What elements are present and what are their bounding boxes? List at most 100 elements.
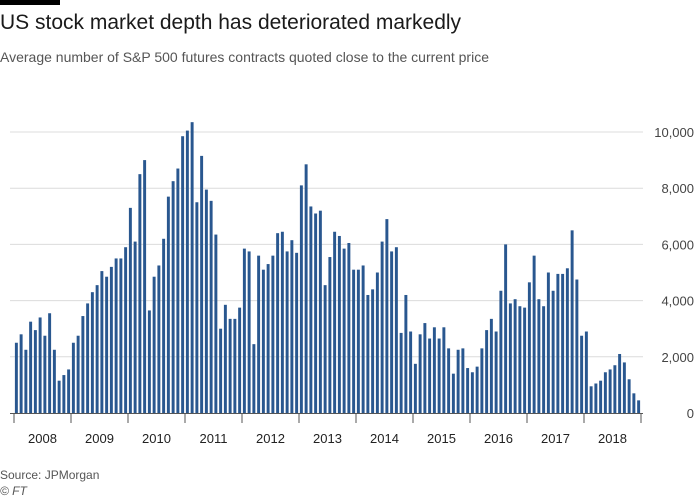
bar xyxy=(599,380,603,413)
bar xyxy=(105,276,109,413)
bar xyxy=(185,130,189,413)
bar xyxy=(418,334,422,413)
bar xyxy=(485,330,489,413)
x-tick-label: 2012 xyxy=(256,431,285,446)
bar xyxy=(394,247,398,413)
bar xyxy=(323,285,327,413)
x-tick-label: 2011 xyxy=(200,431,228,446)
x-tick-label: 2009 xyxy=(85,431,114,446)
y-tick-label: 0 xyxy=(687,406,694,421)
bar xyxy=(86,303,90,413)
bar xyxy=(214,234,218,413)
bar xyxy=(532,255,536,413)
bar xyxy=(456,349,460,413)
bar xyxy=(190,122,194,413)
bar xyxy=(124,247,128,413)
bar xyxy=(24,349,28,413)
copyright-note: © FT xyxy=(0,484,27,498)
bar xyxy=(466,368,470,413)
bar xyxy=(309,206,313,413)
bar xyxy=(513,299,517,413)
bar xyxy=(575,279,579,413)
bar xyxy=(470,372,474,413)
x-tick-label: 2008 xyxy=(28,431,57,446)
y-tick-label: 2,000 xyxy=(661,350,694,365)
bar xyxy=(57,380,61,413)
bar xyxy=(133,241,137,413)
bar xyxy=(157,265,161,413)
bar xyxy=(67,369,71,413)
x-tick-label: 2014 xyxy=(370,431,399,446)
bar xyxy=(76,335,80,413)
bar xyxy=(589,386,593,413)
bar xyxy=(290,240,294,413)
bar xyxy=(523,307,527,413)
source-note: Source: JPMorgan xyxy=(0,468,100,482)
bar xyxy=(219,328,223,413)
bar xyxy=(390,251,394,413)
bar xyxy=(527,282,531,413)
bar xyxy=(200,155,204,413)
bar xyxy=(437,338,441,413)
x-tick-label: 2015 xyxy=(427,431,456,446)
bar xyxy=(499,290,503,413)
bar xyxy=(38,317,42,413)
bar xyxy=(504,244,508,413)
bar xyxy=(637,400,641,413)
bar xyxy=(385,219,389,413)
x-tick-label: 2013 xyxy=(313,431,342,446)
bar xyxy=(299,185,303,413)
bar xyxy=(352,269,356,413)
bar xyxy=(380,241,384,413)
bar xyxy=(371,289,375,413)
bar xyxy=(542,306,546,413)
bar xyxy=(181,136,185,413)
bar xyxy=(285,251,289,413)
bar xyxy=(361,265,365,413)
bar xyxy=(95,285,99,413)
bar xyxy=(276,233,280,413)
y-tick-label: 6,000 xyxy=(661,237,694,252)
bar xyxy=(152,276,156,413)
bar xyxy=(195,202,199,413)
bar xyxy=(128,207,132,413)
bar xyxy=(480,348,484,413)
bar xyxy=(399,332,403,413)
bar xyxy=(356,269,360,413)
bar xyxy=(280,231,284,413)
bar xyxy=(304,164,308,413)
bar xyxy=(318,210,322,413)
bar xyxy=(162,238,166,413)
bar xyxy=(594,383,598,413)
bar xyxy=(62,375,66,413)
bar xyxy=(176,168,180,413)
bar xyxy=(447,348,451,413)
bar xyxy=(627,379,631,413)
y-tick-label: 8,000 xyxy=(661,181,694,196)
year-labels: 2008 2009 2010 2011 2012 2013 2014 2015 2016 2017… xyxy=(28,431,627,446)
chart-title: US stock market depth has deteriorated m… xyxy=(0,11,462,34)
bar xyxy=(266,264,270,413)
bar xyxy=(494,331,498,413)
bar xyxy=(461,348,465,413)
bar xyxy=(90,292,94,413)
bar xyxy=(618,353,622,413)
bar xyxy=(14,342,18,413)
bar xyxy=(409,331,413,413)
bar xyxy=(271,255,275,413)
bar xyxy=(109,266,113,413)
bar xyxy=(584,331,588,413)
bar xyxy=(81,316,85,413)
bar xyxy=(228,318,232,413)
bar xyxy=(632,393,636,413)
bar xyxy=(404,294,408,413)
bar-chart: 0 2,000 4,000 6,000 8,000 10,000 2008 2009 2010… xyxy=(10,122,694,446)
bar xyxy=(166,196,170,413)
bar xyxy=(233,318,237,413)
bar xyxy=(247,251,251,413)
bar xyxy=(33,330,37,413)
x-tick-label: 2010 xyxy=(142,431,171,446)
y-tick-label: 4,000 xyxy=(661,294,694,309)
bar xyxy=(603,372,607,413)
bar xyxy=(314,213,318,413)
